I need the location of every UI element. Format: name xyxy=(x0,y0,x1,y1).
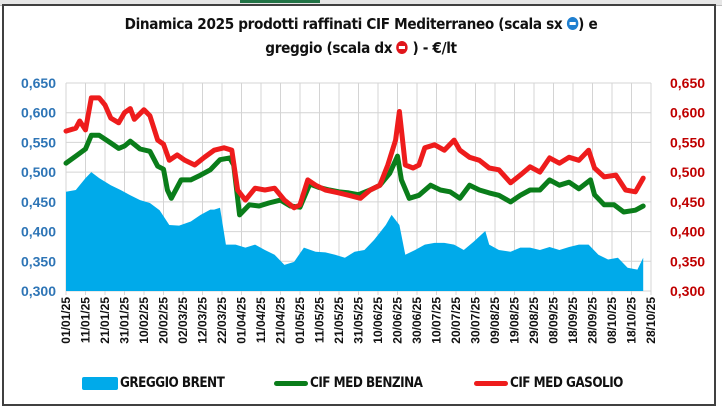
right-arrow-circle-icon xyxy=(396,41,409,54)
title-line-2: greggio (scala dx ) - €/lt xyxy=(43,36,678,60)
x-tick-label: 12/03/25 xyxy=(196,297,210,344)
x-tick-label: 08/10/25 xyxy=(605,297,619,344)
x-tick-label: 20/06/25 xyxy=(391,297,405,344)
x-tick-label: 19/08/25 xyxy=(508,297,522,344)
y-left-tick-label: 0,400 xyxy=(21,224,56,240)
x-tick-label: 01/04/25 xyxy=(235,297,249,344)
y-left-tick-label: 0,500 xyxy=(21,164,56,180)
legend-label: GREGGIO BRENT xyxy=(120,375,225,391)
legend-label: CIF MED GASOLIO xyxy=(510,375,623,391)
series-area-greggio-brent xyxy=(66,172,644,291)
x-tick-label: 08/09/25 xyxy=(547,297,561,344)
brent-area-series xyxy=(65,172,644,291)
y-axis-left: 0,300 0,350 0,400 0,450 0,500 0,550 0,600 0,650 xyxy=(21,75,56,299)
legend-item-cif-med-gasolio[interactable]: CIF MED GASOLIO xyxy=(474,372,641,394)
x-tick-label: 10/07/25 xyxy=(430,297,444,344)
y-right-tick-label: 0,400 xyxy=(670,224,705,240)
x-tick-label: 02/03/25 xyxy=(176,297,190,344)
title-text-2-end: ) - €/lt xyxy=(412,39,457,57)
legend-item-greggio-brent[interactable]: GREGGIO BRENT xyxy=(82,372,241,394)
left-arrow-circle-icon xyxy=(566,17,579,30)
y-right-tick-label: 0,450 xyxy=(670,194,705,210)
x-tick-label: 01/05/25 xyxy=(293,297,307,344)
x-tick-label: 22/03/25 xyxy=(215,297,229,344)
x-tick-label: 01/01/25 xyxy=(59,297,73,344)
y-left-tick-label: 0,650 xyxy=(21,75,56,91)
title-text-1: Dinamica 2025 prodotti raffinati CIF Med… xyxy=(124,15,563,33)
y-right-tick-label: 0,300 xyxy=(670,283,705,299)
x-tick-label: 21/01/25 xyxy=(98,297,112,344)
y-right-tick-label: 0,500 xyxy=(670,164,705,180)
y-left-tick-label: 0,550 xyxy=(21,134,56,150)
legend-label: CIF MED BENZINA xyxy=(310,375,423,391)
x-tick-label: 29/08/25 xyxy=(527,297,541,344)
x-tick-label: 30/07/25 xyxy=(469,297,483,344)
x-tick-label: 21/04/25 xyxy=(274,297,288,344)
y-axis-right: 0,300 0,350 0,400 0,450 0,500 0,550 0,600 0,650 xyxy=(670,75,705,299)
x-tick-label: 09/08/25 xyxy=(488,297,502,344)
x-tick-label: 18/09/25 xyxy=(566,297,580,344)
legend-swatch-line xyxy=(474,380,508,386)
y-right-tick-label: 0,550 xyxy=(670,134,705,150)
legend-swatch-line xyxy=(274,380,308,386)
x-tick-label: 11/04/25 xyxy=(254,297,268,343)
chart-title: Dinamica 2025 prodotti raffinati CIF Med… xyxy=(43,12,678,60)
series-line-cif-med-gasolio xyxy=(63,95,646,211)
y-left-tick-label: 0,350 xyxy=(21,253,56,269)
x-tick-label: 28/10/25 xyxy=(644,297,658,344)
x-tick-label: 20/07/25 xyxy=(449,297,463,344)
x-tick-label: 31/05/25 xyxy=(352,297,366,344)
y-left-tick-label: 0,450 xyxy=(21,194,56,210)
title-text-1-end: ) e xyxy=(578,15,598,33)
x-tick-label: 21/05/25 xyxy=(332,297,346,344)
x-tick-label: 30/06/25 xyxy=(410,297,424,344)
x-tick-label: 10/02/25 xyxy=(137,297,151,344)
y-left-tick-label: 0,300 xyxy=(21,283,56,299)
title-text-2: greggio (scala dx xyxy=(265,39,393,57)
x-tick-label: 18/10/25 xyxy=(625,297,639,344)
x-axis: 01/01/25 11/01/25 21/01/25 31/01/25 10/02/25… xyxy=(59,297,658,344)
x-tick-label: 11/05/25 xyxy=(313,297,327,343)
y-right-tick-label: 0,600 xyxy=(670,105,705,121)
legend-item-cif-med-benzina[interactable]: CIF MED BENZINA xyxy=(274,372,441,394)
line-series xyxy=(63,95,646,218)
y-left-tick-label: 0,600 xyxy=(21,105,56,121)
y-right-tick-label: 0,350 xyxy=(670,253,705,269)
title-line-1: Dinamica 2025 prodotti raffinati CIF Med… xyxy=(43,12,678,36)
y-right-tick-label: 0,650 xyxy=(670,75,705,91)
x-tick-label: 20/02/25 xyxy=(157,297,171,344)
x-tick-label: 11/01/25 xyxy=(79,297,93,343)
legend-swatch-area xyxy=(82,376,118,390)
selected-tab-indicator xyxy=(240,0,320,3)
x-tick-label: 28/09/25 xyxy=(586,297,600,344)
legend: GREGGIO BRENT CIF MED BENZINA CIF MED GA… xyxy=(0,372,722,394)
series-line-cif-med-benzina xyxy=(63,132,646,218)
x-tick-label: 31/01/25 xyxy=(118,297,132,344)
x-tick-label: 10/06/25 xyxy=(371,297,385,344)
